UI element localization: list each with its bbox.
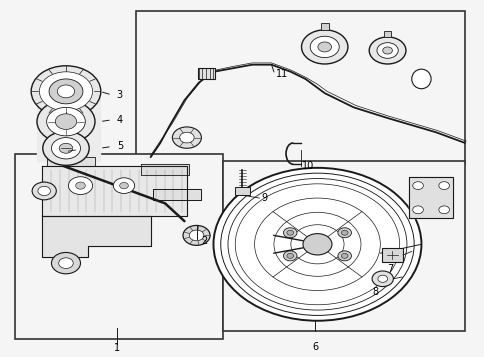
Text: 8: 8	[371, 287, 378, 297]
Bar	[223, 161, 464, 331]
Text: 3: 3	[117, 90, 122, 100]
Polygon shape	[42, 166, 186, 216]
Circle shape	[341, 253, 348, 258]
Circle shape	[301, 30, 347, 64]
Circle shape	[55, 114, 76, 130]
Text: 6: 6	[311, 342, 318, 352]
Circle shape	[286, 253, 293, 258]
Circle shape	[51, 252, 80, 274]
Circle shape	[377, 275, 387, 282]
Circle shape	[182, 225, 210, 245]
Bar	[381, 248, 402, 262]
Circle shape	[310, 36, 338, 57]
Circle shape	[46, 107, 85, 136]
Circle shape	[302, 233, 331, 255]
Circle shape	[220, 173, 413, 316]
Text: 9: 9	[260, 193, 267, 203]
Circle shape	[438, 182, 449, 190]
Circle shape	[412, 206, 423, 214]
Circle shape	[76, 182, 85, 189]
Circle shape	[31, 66, 101, 117]
Circle shape	[368, 37, 405, 64]
Circle shape	[382, 47, 392, 54]
Circle shape	[438, 206, 449, 214]
Text: 4: 4	[117, 115, 122, 125]
Bar	[15, 154, 223, 338]
Bar	[383, 31, 390, 37]
Text: 5: 5	[117, 141, 123, 151]
Circle shape	[189, 230, 203, 241]
Text: 10: 10	[301, 161, 313, 171]
Polygon shape	[408, 177, 452, 218]
Circle shape	[37, 100, 95, 143]
Circle shape	[341, 230, 348, 235]
Circle shape	[68, 177, 92, 195]
Circle shape	[179, 132, 194, 143]
Circle shape	[286, 230, 293, 235]
Circle shape	[49, 79, 83, 104]
Ellipse shape	[411, 69, 430, 89]
Bar	[197, 68, 214, 79]
Circle shape	[38, 186, 50, 196]
Text: 1: 1	[113, 343, 120, 353]
Text: 7: 7	[387, 264, 393, 274]
Circle shape	[376, 42, 397, 58]
Circle shape	[227, 178, 406, 310]
Polygon shape	[42, 216, 151, 257]
Circle shape	[337, 251, 351, 261]
Circle shape	[318, 42, 331, 52]
Polygon shape	[46, 157, 95, 166]
Circle shape	[213, 168, 421, 321]
Text: 2: 2	[201, 236, 207, 246]
Circle shape	[39, 72, 92, 111]
Circle shape	[337, 228, 351, 238]
Circle shape	[51, 137, 80, 159]
Circle shape	[120, 182, 128, 189]
Polygon shape	[153, 189, 201, 200]
Circle shape	[113, 178, 135, 193]
Circle shape	[59, 258, 73, 268]
Circle shape	[57, 85, 75, 98]
Circle shape	[412, 182, 423, 190]
Bar	[136, 11, 464, 164]
Circle shape	[283, 251, 296, 261]
Polygon shape	[37, 95, 100, 161]
Circle shape	[43, 131, 89, 165]
Text: 11: 11	[276, 69, 288, 79]
Circle shape	[371, 271, 393, 287]
Bar	[320, 23, 328, 30]
Circle shape	[283, 228, 296, 238]
Polygon shape	[141, 164, 189, 175]
Circle shape	[32, 182, 56, 200]
Circle shape	[59, 143, 73, 153]
Bar	[235, 187, 249, 195]
Circle shape	[172, 127, 201, 148]
